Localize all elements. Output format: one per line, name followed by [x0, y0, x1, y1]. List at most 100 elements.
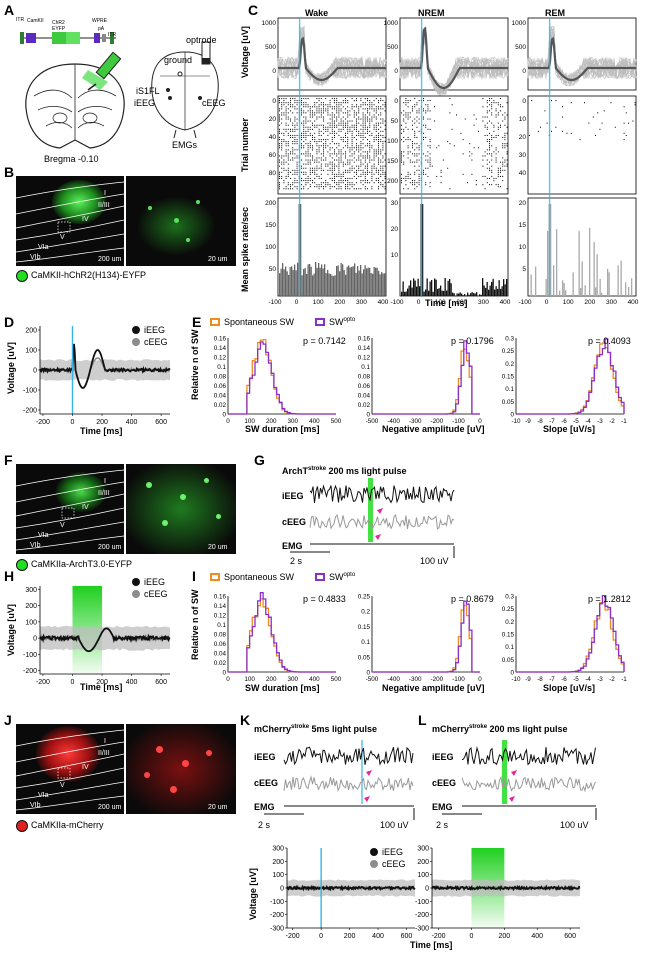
- raster-spike: [318, 134, 320, 136]
- raster-spike: [601, 122, 603, 124]
- raster-spike: [369, 161, 371, 163]
- raster-spike: [342, 102, 344, 104]
- raster-spike: [416, 169, 418, 171]
- raster-spike: [544, 110, 546, 112]
- raster-spike: [283, 104, 285, 106]
- raster-spike: [475, 180, 477, 182]
- raster-spike: [309, 108, 311, 110]
- raster-spike: [375, 130, 377, 132]
- raster-spike: [281, 132, 283, 134]
- raster-spike: [329, 102, 331, 104]
- raster-spike: [303, 163, 305, 165]
- raster-spike: [412, 180, 413, 182]
- xlabel-h: Time [ms]: [80, 682, 123, 692]
- raster-spike: [329, 177, 331, 179]
- raster-spike: [356, 104, 357, 106]
- raster-spike: [460, 132, 462, 134]
- raster-spike: [340, 118, 342, 120]
- raster-spike: [285, 118, 287, 120]
- raster-spike: [316, 165, 318, 167]
- raster-spike: [438, 145, 440, 147]
- raster-spike: [287, 118, 289, 120]
- raster-spike: [281, 108, 283, 110]
- raster-spike: [623, 106, 625, 108]
- raster-spike: [464, 118, 466, 120]
- raster-spike: [373, 136, 375, 138]
- raster-spike: [305, 159, 307, 161]
- raster-spike: [407, 139, 409, 141]
- raster-spike: [378, 182, 379, 184]
- raster-spike: [292, 136, 294, 138]
- raster-spike: [371, 147, 373, 149]
- layer-vib-j: VIb: [30, 802, 41, 809]
- raster-spike: [279, 114, 280, 116]
- x-tick-label: -400: [387, 418, 400, 425]
- raster-spike: [495, 159, 497, 161]
- raster-spike: [378, 169, 379, 171]
- raster-spike: [285, 143, 287, 145]
- raster-spike: [500, 161, 501, 163]
- single-trial-trace: [527, 34, 637, 87]
- raster-spike: [382, 155, 384, 157]
- raster-spike: [301, 184, 302, 186]
- raster-spike: [418, 108, 420, 110]
- raster-spike: [347, 139, 349, 141]
- x-tick-label: 400: [531, 933, 543, 940]
- raster-spike: [356, 124, 357, 126]
- raster-spike: [342, 136, 344, 138]
- ieeg-trace: [309, 484, 455, 504]
- raster-spike: [360, 118, 362, 120]
- raster-spike: [405, 177, 407, 179]
- psth-bar: [285, 266, 287, 296]
- raster-spike: [378, 180, 379, 182]
- raster-spike: [325, 163, 327, 165]
- raster-spike: [303, 141, 305, 143]
- raster-spike: [303, 188, 305, 190]
- raster-spike: [495, 110, 497, 112]
- raster-spike: [360, 143, 362, 145]
- psth-bar: [414, 280, 416, 296]
- raster-spike: [340, 188, 342, 190]
- raster-spike: [497, 102, 499, 104]
- raster-spike: [325, 186, 327, 188]
- raster-spike: [378, 157, 379, 159]
- raster-spike: [314, 171, 316, 173]
- raster-spike: [331, 106, 333, 108]
- raster-spike: [307, 161, 309, 163]
- legend-opto-sup-e: opto: [343, 317, 356, 323]
- layer-i-j: I: [104, 738, 106, 745]
- raster-spike: [351, 141, 353, 143]
- raster-spike: [500, 167, 501, 169]
- psth-bar: [315, 262, 317, 296]
- raster-spike: [316, 184, 318, 186]
- raster-spike: [502, 145, 504, 147]
- raster-spike: [329, 149, 331, 151]
- raster-spike: [380, 126, 382, 128]
- y-tick-label: 0: [33, 636, 37, 643]
- raster-spike: [294, 134, 296, 136]
- raster-spike: [469, 143, 471, 145]
- raster-spike: [407, 128, 409, 130]
- raster-spike: [375, 126, 377, 128]
- raster-spike: [340, 122, 342, 124]
- raster-spike: [506, 163, 508, 165]
- raster-spike: [283, 188, 285, 190]
- raster-spike: [491, 165, 493, 167]
- raster-spike: [281, 106, 283, 108]
- raster-spike: [382, 149, 384, 151]
- raster-spike: [493, 100, 495, 102]
- raster-spike: [500, 124, 501, 126]
- psth-bar: [607, 268, 609, 296]
- x-tick-label: 600: [401, 933, 413, 940]
- raster-spike: [340, 130, 342, 132]
- raster-spike: [329, 143, 331, 145]
- raster-spike: [279, 165, 280, 167]
- raster-spike: [336, 116, 338, 118]
- raster-spike: [418, 112, 420, 114]
- layer-iv-j: IV: [82, 764, 89, 771]
- raster-spike: [380, 118, 382, 120]
- legend-box-opto-i: [315, 573, 325, 581]
- raster-spike: [309, 116, 311, 118]
- raster-spike: [380, 184, 382, 186]
- raster-spike: [309, 132, 311, 134]
